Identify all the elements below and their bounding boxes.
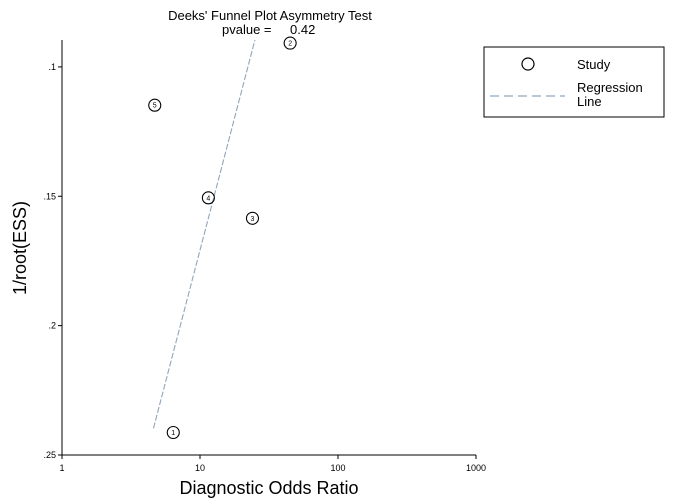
y-axis-ticks: .1 .15 .2 .25 (43, 62, 62, 460)
legend-study-label: Study (577, 57, 611, 72)
chart-title: Deeks' Funnel Plot Asymmetry Test (168, 8, 372, 23)
study-point-label: 2 (288, 41, 292, 48)
legend-study-symbol (521, 57, 535, 71)
legend-box (483, 46, 665, 118)
study-point-marker (283, 36, 297, 50)
legend-regression-label-line2: Line (577, 94, 602, 109)
x-tick-label: 1000 (466, 463, 486, 473)
regression-line-group (152, 39, 256, 429)
legend-regression-label-line1: Regression (577, 80, 643, 95)
x-tick-label: 10 (195, 463, 205, 473)
study-point-label: 4 (206, 195, 210, 202)
x-axis-ticks: 1 10 100 1000 (59, 455, 486, 473)
study-point: 3 (245, 211, 260, 225)
study-points: 1 2 3 4 5 (148, 36, 297, 440)
y-axis-label: 1/root(ESS) (10, 201, 30, 295)
y-tick-label: .2 (48, 321, 56, 331)
study-point: 4 (201, 191, 215, 205)
study-point-marker (201, 191, 215, 205)
x-axis-label: Diagnostic Odds Ratio (179, 478, 358, 498)
y-tick-label: .25 (43, 450, 56, 460)
y-tick-label: .1 (48, 62, 56, 72)
axes (61, 40, 476, 456)
y-tick-label: .15 (43, 191, 56, 201)
study-point-label: 3 (251, 216, 255, 223)
regression-line (152, 39, 256, 429)
legend: Study Regression Line (483, 46, 665, 118)
study-point: 5 (148, 98, 162, 112)
x-tick-label: 100 (330, 463, 345, 473)
study-point-label: 1 (171, 430, 175, 437)
study-point-marker (166, 425, 180, 440)
study-point: 2 (283, 36, 297, 50)
study-point-marker (245, 211, 260, 225)
study-point: 1 (166, 425, 180, 440)
study-point-label: 5 (153, 103, 157, 110)
x-tick-label: 1 (59, 463, 64, 473)
study-point-marker (148, 98, 162, 112)
pvalue-value: 0.42 (290, 22, 315, 37)
pvalue-label: pvalue = (222, 22, 272, 37)
